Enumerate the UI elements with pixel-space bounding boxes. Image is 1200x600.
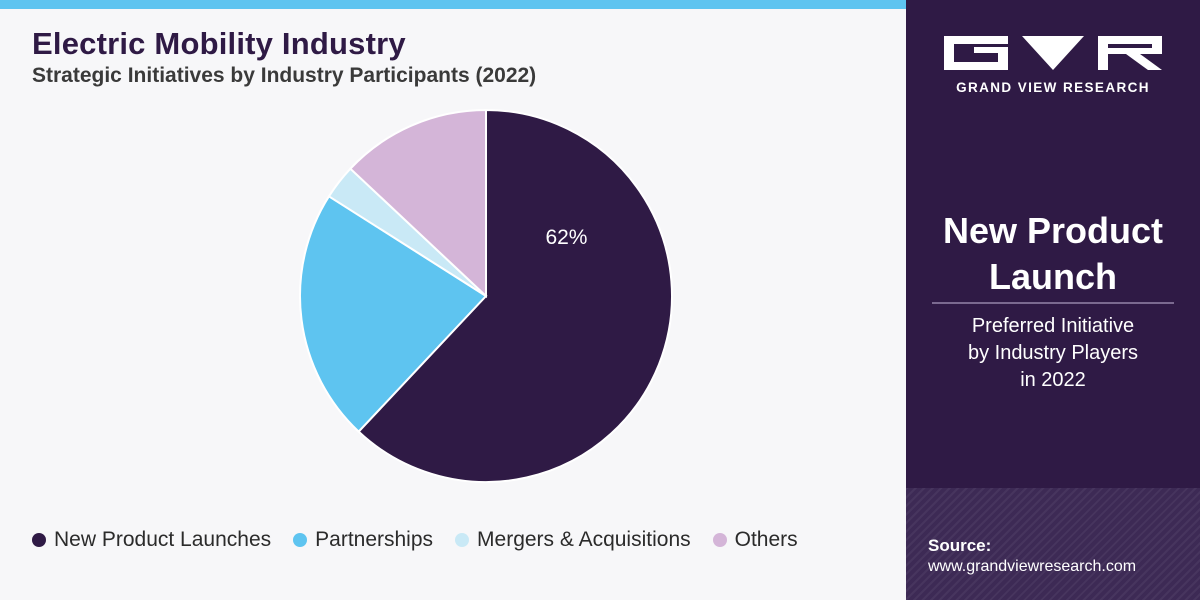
pie-chart: 62%: [299, 108, 673, 483]
legend-item: Others: [712, 528, 798, 552]
legend-item: Partnerships: [293, 528, 433, 552]
source-label: Source:: [928, 536, 992, 555]
pie-slice-new-product-launches: [357, 108, 673, 483]
legend-label: New Product Launches: [54, 528, 272, 551]
chart-subtitle: Strategic Initiatives by Industry Partic…: [32, 64, 537, 87]
legend-swatch: [455, 533, 470, 547]
pie-slice-others: [348, 108, 487, 299]
divider: [932, 302, 1174, 304]
chart-title: Electric Mobility Industry: [32, 26, 406, 61]
headline-line-1: New Product: [942, 210, 1164, 251]
legend-swatch: [293, 533, 308, 547]
legend-label: Partnerships: [315, 528, 434, 551]
source-panel: [906, 488, 1200, 600]
description-line-2: by Industry Players: [967, 342, 1139, 364]
highlight-headline: New Product Launch: [906, 208, 1200, 300]
legend-swatch: [32, 533, 46, 547]
legend-label: Mergers & Acquisitions: [477, 528, 691, 551]
brand-name: GRAND VIEW RESEARCH: [956, 80, 1150, 95]
top-accent-bar: [0, 0, 906, 9]
headline-line-2: Launch: [988, 256, 1117, 297]
legend-label: Others: [734, 528, 798, 551]
source-url[interactable]: www.grandviewresearch.com: [928, 558, 1137, 575]
highlight-description: Preferred Initiative by Industry Players…: [906, 313, 1200, 394]
description-line-3: in 2022: [1020, 369, 1086, 391]
legend-item: Mergers & Acquisitions: [455, 528, 691, 552]
pie-slice-partnerships: [299, 194, 488, 434]
legend-item: New Product Launches: [32, 528, 271, 552]
description-line-1: Preferred Initiative: [971, 315, 1135, 337]
gvr-logo-icon: [944, 36, 1162, 70]
legend-swatch: [712, 533, 727, 547]
chart-legend: New Product Launches Partnerships Mergers …: [32, 528, 798, 552]
slice-data-label: 62%: [545, 226, 587, 249]
side-panel: GRAND VIEW RESEARCH New Product Launch P…: [906, 0, 1200, 600]
